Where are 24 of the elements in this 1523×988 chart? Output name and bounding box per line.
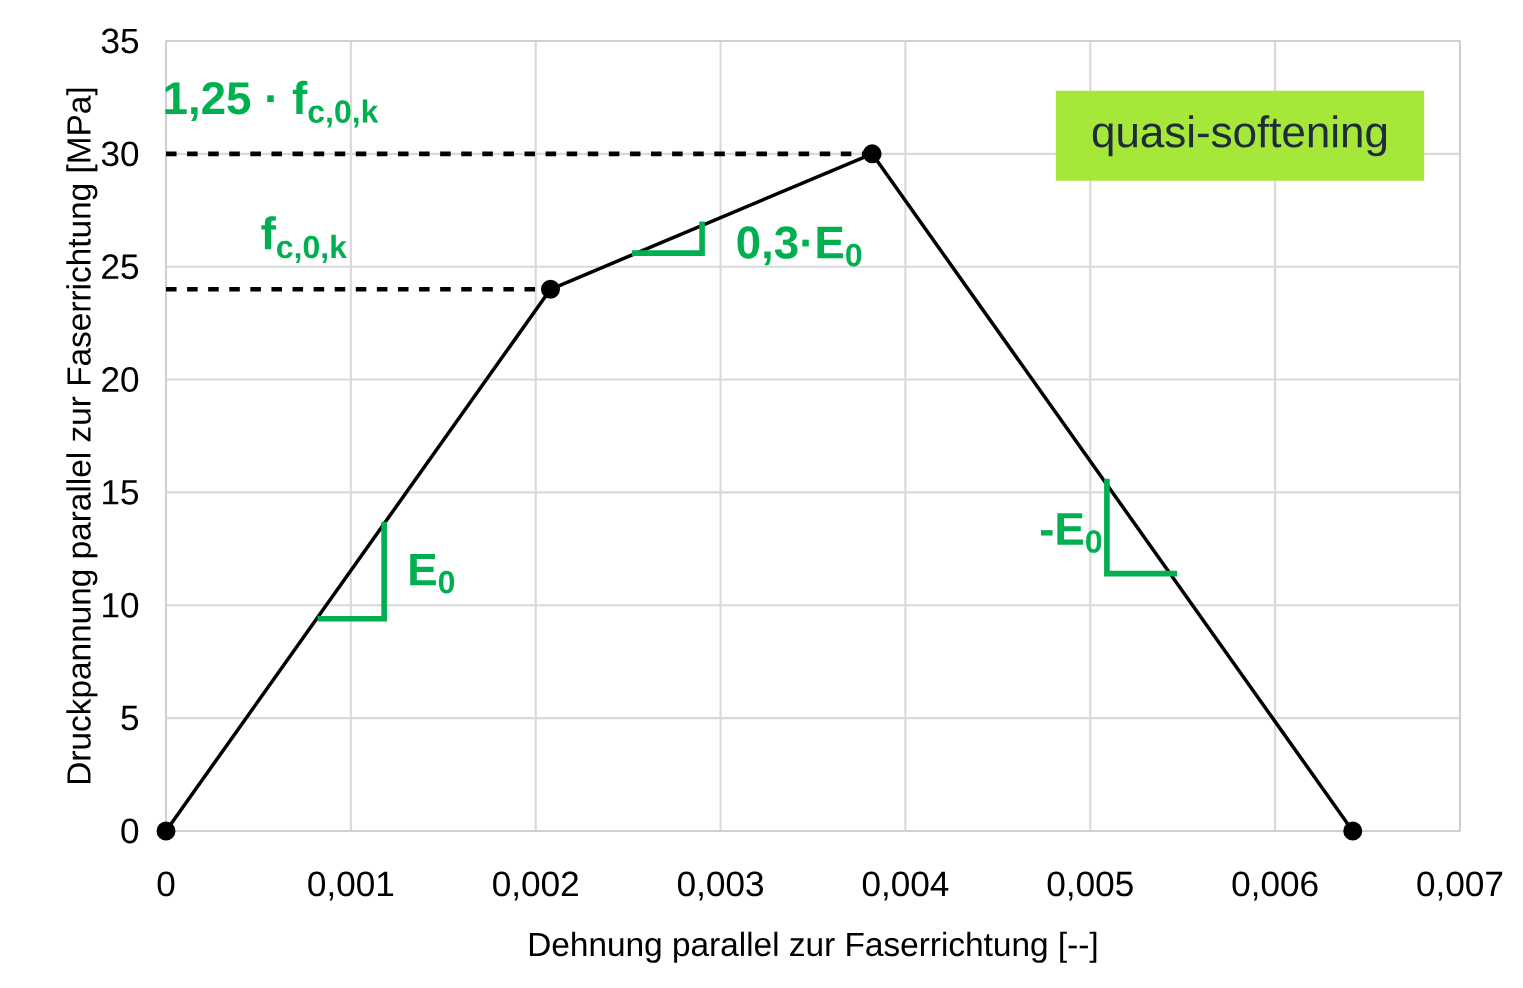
y-tick-label: 25 [102, 254, 139, 280]
y-axis-title: Druckpannung parallel zur Faserrichtung [MPa] [66, 88, 98, 784]
y-tick-label: 20 [102, 367, 139, 392]
annotation: quasi-softening [1092, 115, 1387, 157]
annotation: 0,3·E$_{0}$ [737, 226, 862, 267]
x-tick-label: 0,001 [308, 871, 394, 901]
x-tick-label: 0,003 [677, 871, 763, 901]
x-tick-label: 0,006 [1232, 871, 1318, 901]
annotation: f$_{c,0,k}$ [261, 216, 347, 263]
y-tick-label: 30 [101, 141, 139, 167]
y-tick-label: 35 [101, 28, 139, 54]
x-tick-label: 0,007 [1417, 871, 1503, 901]
x-tick-label: 0,002 [493, 871, 578, 901]
x-axis-title: Dehnung parallel zur Faserrichtung [--] [529, 931, 1097, 963]
y-tick-label: 15 [103, 480, 139, 505]
annotation: 1,25 · f$_{c,0,k}$ [165, 80, 379, 128]
annotation: -E$_{0}$ [1040, 513, 1102, 553]
y-tick-label: 5 [121, 705, 139, 731]
annotation: E$_{0}$ [410, 553, 455, 594]
y-tick-label: 0 [121, 818, 139, 844]
x-tick-label: 0,005 [1047, 871, 1133, 901]
x-tick-label: 0,004 [862, 871, 949, 901]
y-tick-label: 10 [103, 592, 139, 618]
x-tick-label: 0 [157, 871, 175, 897]
